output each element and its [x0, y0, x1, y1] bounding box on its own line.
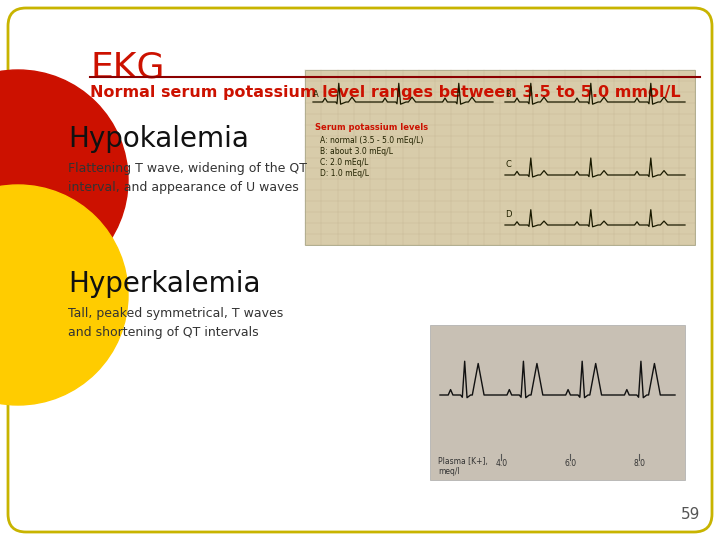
- Text: C: C: [505, 160, 511, 169]
- Text: Serum potassium levels: Serum potassium levels: [315, 123, 428, 132]
- Text: 59: 59: [680, 507, 700, 522]
- Bar: [430, 325, 685, 480]
- Text: C: 2.0 mEq/L: C: 2.0 mEq/L: [320, 158, 369, 167]
- Text: meq/l: meq/l: [438, 467, 460, 476]
- Circle shape: [0, 70, 128, 290]
- Text: B: B: [505, 90, 511, 99]
- Text: D: 1.0 mEq/L: D: 1.0 mEq/L: [320, 169, 369, 178]
- Text: Plasma [K+],: Plasma [K+],: [438, 457, 488, 466]
- Text: B: about 3.0 mEq/L: B: about 3.0 mEq/L: [320, 147, 393, 156]
- Text: EKG: EKG: [90, 50, 164, 84]
- Bar: [305, 70, 695, 245]
- Circle shape: [0, 185, 128, 405]
- Text: 4.0: 4.0: [495, 459, 508, 468]
- Text: 8.0: 8.0: [633, 459, 645, 468]
- Text: A: A: [313, 90, 319, 99]
- Text: Flattening T wave, widening of the QT
interval, and appearance of U waves: Flattening T wave, widening of the QT in…: [68, 162, 307, 194]
- Text: Tall, peaked symmetrical, T waves
and shortening of QT intervals: Tall, peaked symmetrical, T waves and sh…: [68, 307, 283, 339]
- Text: 6.0: 6.0: [564, 459, 576, 468]
- Text: Normal serum potassium level ranges between 3.5 to 5.0 mmol/L: Normal serum potassium level ranges betw…: [90, 85, 680, 100]
- Text: Hypokalemia: Hypokalemia: [68, 125, 249, 153]
- Text: D: D: [505, 210, 511, 219]
- Text: Hyperkalemia: Hyperkalemia: [68, 270, 261, 298]
- Text: A: normal (3.5 - 5.0 mEq/L): A: normal (3.5 - 5.0 mEq/L): [320, 136, 423, 145]
- FancyBboxPatch shape: [8, 8, 712, 532]
